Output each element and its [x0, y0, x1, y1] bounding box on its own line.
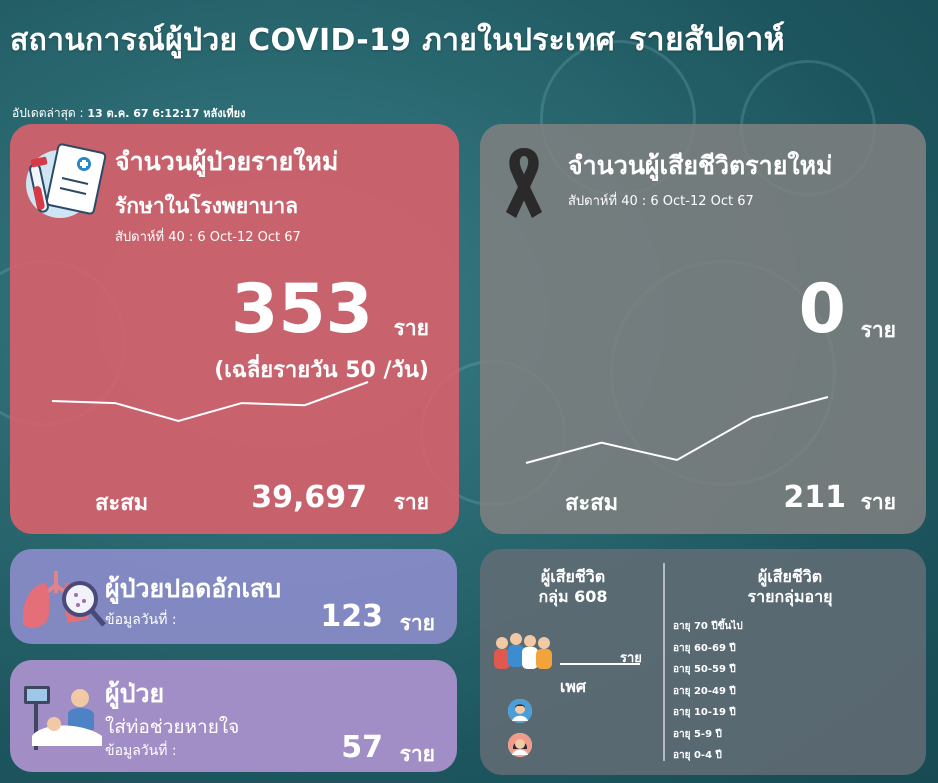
new-cases-unit: ราย	[393, 316, 429, 340]
new-cases-week: สัปดาห์ที่ 40 : 6 Oct-12 Oct 67	[115, 230, 301, 245]
new-cases-cumulative-value: 39,697	[251, 480, 367, 515]
age-group-item: อายุ 60-69 ปี	[673, 642, 736, 654]
age-group-item: อายุ 70 ปีขึ้นไป	[673, 621, 743, 632]
deaths-cumulative-label: สะสม	[565, 491, 619, 516]
new-cases-card: จำนวนผู้ป่วยรายใหม่ รักษาในโรงพยาบาล สัป…	[10, 124, 459, 534]
deaths-card: จำนวนผู้เสียชีวิตรายใหม่ สัปดาห์ที่ 40 :…	[480, 124, 926, 534]
page-title-main: สถานการณ์ผู้ป่วย COVID-19 ภายในประเทศ	[10, 23, 616, 58]
hospital-report-icon	[26, 143, 106, 218]
age-title: ผู้เสียชีวิต รายกลุ่มอายุ	[747, 567, 833, 606]
age-group-item: อายุ 10-19 ปี	[673, 707, 736, 718]
page-title: สถานการณ์ผู้ป่วย COVID-19 ภายในประเทศ ราย…	[10, 14, 785, 65]
female-icon	[508, 733, 532, 757]
deaths-trend-line	[525, 396, 829, 464]
deaths-unit: ราย	[860, 318, 896, 342]
new-cases-subheading: รักษาในโรงพยาบาล	[115, 194, 298, 218]
lungs-magnifier-icon	[22, 571, 106, 628]
age-group-item: อายุ 0-4 ปี	[673, 750, 722, 761]
new-cases-cumulative-label: สะสม	[95, 491, 149, 516]
deaths-cumulative-value: 211	[783, 480, 846, 515]
trend-polyline	[51, 381, 369, 423]
pneumonia-unit: ราย	[399, 611, 435, 635]
pneumonia-value: 123	[320, 599, 383, 634]
ventilator-card: ผู้ป่วย ใส่ท่อช่วยหายใจ ข้อมูลวันที่ : 5…	[10, 660, 457, 772]
last-updated-label: อัปเดตล่าสุด :	[12, 106, 84, 120]
deaths-week: สัปดาห์ที่ 40 : 6 Oct-12 Oct 67	[568, 194, 754, 209]
last-updated: อัปเดตล่าสุด : 13 ต.ค. 67 6:12:17 หลังเท…	[12, 104, 245, 123]
death-stats-card: ผู้เสียชีวิต กลุ่ม 608 ราย เพศ ผู้เสียชี…	[480, 549, 926, 775]
group608-unit: ราย	[620, 651, 642, 666]
age-group-item: อายุ 50-59 ปี	[673, 664, 736, 675]
stats-divider	[663, 563, 665, 761]
age-group-list: อายุ 70 ปีขึ้นไปอายุ 60-69 ปีอายุ 50-59 …	[673, 619, 743, 770]
pneumonia-heading: ผู้ป่วยปอดอักเสบ	[105, 574, 282, 603]
pneumonia-date-label: ข้อมูลวันที่ :	[105, 612, 177, 628]
age-group-item: อายุ 5-9 ปี	[673, 728, 722, 740]
new-cases-daily-avg: (เฉลี่ยรายวัน 50 /วัน)	[214, 358, 429, 383]
black-ribbon-icon	[506, 148, 542, 218]
last-updated-value: 13 ต.ค. 67 6:12:17 หลังเที่ยง	[87, 107, 246, 120]
page-title-weekly: รายสัปดาห์	[629, 20, 786, 58]
male-icon	[508, 699, 532, 723]
deaths-value: 0	[798, 270, 846, 349]
ventilator-unit: ราย	[399, 742, 435, 766]
patient-ventilator-icon	[24, 686, 102, 750]
deaths-cumulative-unit: ราย	[860, 490, 896, 514]
gender-title: เพศ	[559, 677, 587, 696]
ventilator-date-label: ข้อมูลวันที่ :	[105, 743, 177, 759]
deaths-heading: จำนวนผู้เสียชีวิตรายใหม่	[568, 151, 833, 180]
elderly-group-icon	[494, 633, 552, 669]
ventilator-subheading: ใส่ท่อช่วยหายใจ	[105, 716, 240, 738]
trend-polyline	[525, 396, 829, 464]
ventilator-heading: ผู้ป่วย	[105, 679, 165, 708]
ventilator-value: 57	[341, 730, 383, 765]
new-cases-trend-line	[51, 381, 369, 423]
group608-title: ผู้เสียชีวิต กลุ่ม 608	[538, 567, 608, 606]
new-cases-heading: จำนวนผู้ป่วยรายใหม่	[115, 147, 339, 176]
new-cases-value: 353	[231, 270, 373, 349]
group608-underline	[560, 663, 640, 665]
new-cases-cumulative-unit: ราย	[393, 490, 429, 514]
pneumonia-card: ผู้ป่วยปอดอักเสบ ข้อมูลวันที่ : 123 ราย	[10, 549, 457, 644]
age-group-item: อายุ 20-49 ปี	[673, 685, 736, 697]
